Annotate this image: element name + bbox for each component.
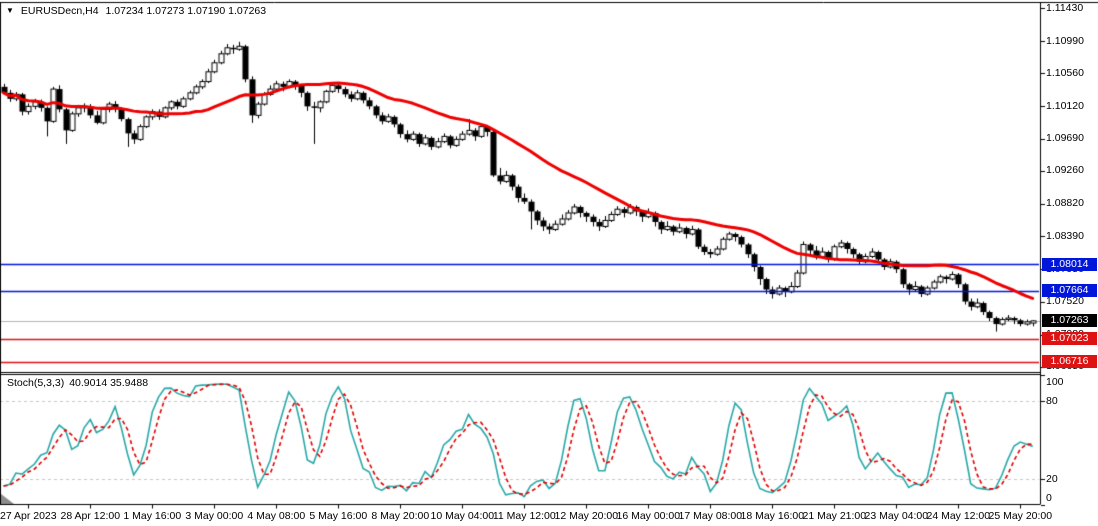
time-tick-label: 27 Apr 2023 [0,510,57,522]
time-tick-label: 8 May 20:00 [371,510,430,522]
ohlc-values: 1.07234 1.07273 1.07190 1.07263 [105,5,267,17]
time-tick-label: 23 May 04:00 [864,510,929,522]
time-tick-label: 10 May 04:00 [430,510,495,522]
time-tick-label: 17 May 08:00 [678,510,743,522]
time-tick-label: 1 May 16:00 [123,510,182,522]
time-tick-label: 28 Apr 12:00 [60,510,121,522]
price-tick-label: 1.09690 [1046,132,1084,145]
time-tick-label: 5 May 16:00 [309,510,368,522]
price-tick-label: 1.08820 [1046,197,1084,210]
stoch-indicator-label: Stoch(5,3,3) 40.9014 35.9488 [7,377,148,389]
stoch-name: Stoch(5,3,3) [7,377,65,389]
time-tick-label: 25 May 20:00 [988,510,1053,522]
time-tick-label: 24 May 12:00 [926,510,991,522]
time-tick-label: 3 May 00:00 [185,510,244,522]
symbol-dropdown-icon[interactable]: ▼ [6,6,14,15]
time-tick-label: 16 May 00:00 [616,510,681,522]
price-tick-label: 1.10990 [1046,34,1084,47]
price-tick-label: 1.08390 [1046,229,1084,242]
price-level-badge: 1.07664 [1042,284,1097,298]
price-tick-label: 1.07520 [1046,295,1084,308]
price-tick-label: 1.11430 [1046,1,1084,14]
time-tick-label: 12 May 20:00 [554,510,619,522]
stoch-tick-label: 0 [1046,491,1052,504]
stoch-tick-label: 80 [1046,394,1058,407]
symbol-period-label: EURUSDecn,H4 [20,5,99,17]
price-tick-label: 1.10120 [1046,99,1084,112]
time-tick-label: 21 May 21:00 [802,510,867,522]
time-tick-label: 18 May 16:00 [740,510,805,522]
stoch-tick-label: 20 [1046,472,1058,485]
current-price-badge: 1.07263 [1042,314,1097,328]
price-level-badge: 1.06716 [1042,355,1097,369]
time-tick-label: 4 May 08:00 [247,510,306,522]
price-tick-label: 1.10560 [1046,66,1084,79]
price-level-badge: 1.08014 [1042,257,1097,271]
price-tick-label: 1.09260 [1046,164,1084,177]
stoch-tick-label: 100 [1046,375,1064,388]
chart-title: ▼ EURUSDecn,H4 1.07234 1.07273 1.07190 1… [6,5,266,17]
price-level-badge: 1.07023 [1042,332,1097,346]
stoch-values: 40.9014 35.9488 [69,377,149,389]
time-tick-label: 11 May 12:00 [492,510,556,522]
